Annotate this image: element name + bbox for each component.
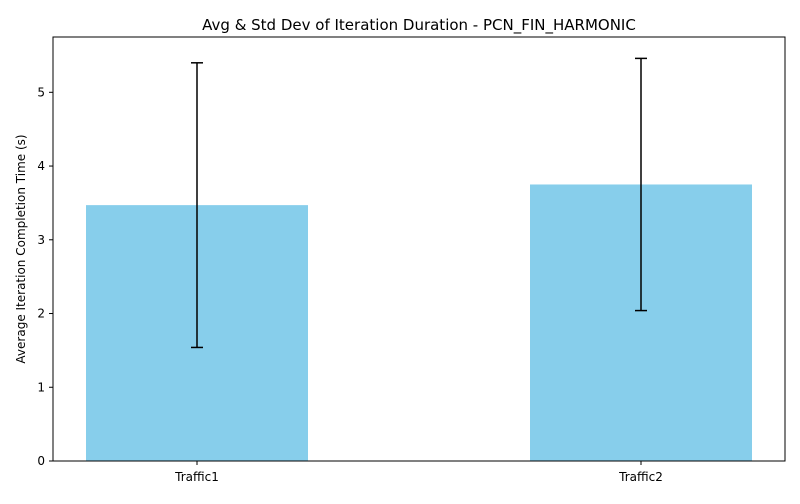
x-ticks-layer: Traffic1 Traffic2: [174, 461, 663, 484]
errorbars-layer: [191, 57, 647, 349]
y-tick-label-1: 1: [37, 380, 45, 394]
x-tick-label-traffic1: Traffic1: [174, 470, 219, 484]
chart-title: Avg & Std Dev of Iteration Duration - PC…: [202, 16, 636, 35]
y-tick-label-2: 2: [37, 307, 45, 321]
y-tick-label-3: 3: [37, 233, 45, 247]
errorbar-traffic2: [635, 57, 647, 312]
y-tick-label-5: 5: [37, 85, 45, 99]
y-tick-label-4: 4: [37, 159, 45, 173]
plot-frame: [52, 36, 786, 462]
y-axis-label: Average Iteration Completion Time (s): [14, 134, 28, 363]
x-tick-label-traffic2: Traffic2: [618, 470, 663, 484]
errorbar-traffic1: [191, 62, 203, 349]
bars-layer: [86, 184, 752, 461]
y-ticks-layer: 0 1 2 3 4 5: [37, 85, 53, 468]
y-tick-label-0: 0: [37, 454, 45, 468]
